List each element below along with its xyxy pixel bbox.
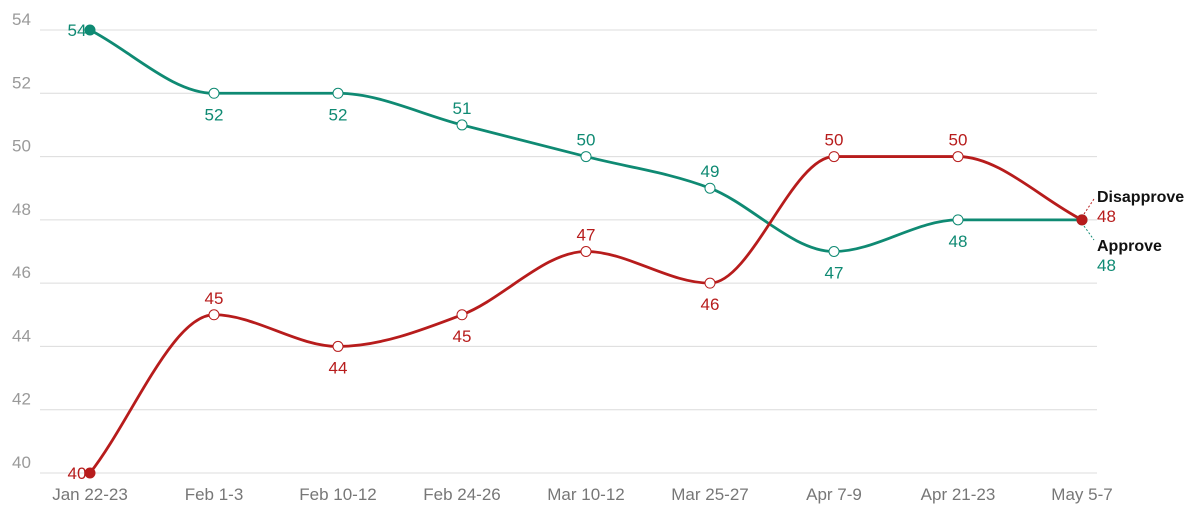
approve-point-7 [952,214,964,226]
disapprove-point-8 [1076,214,1088,226]
disapprove-data-label-3: 45 [453,327,472,346]
x-tick-label-8: May 5-7 [1051,485,1112,504]
x-tick-label-2: Feb 10-12 [299,485,377,504]
disapprove-data-label-1: 45 [205,289,224,308]
disapprove-point-5 [704,277,716,289]
disapprove-data-label-0: 40 [68,464,87,483]
x-tick-label-6: Apr 7-9 [806,485,862,504]
x-tick-label-5: Mar 25-27 [671,485,748,504]
disapprove-point-0 [84,467,96,479]
disapprove-point-2 [332,340,344,352]
x-tick-label-4: Mar 10-12 [547,485,624,504]
disapprove-point-1 [208,309,220,321]
data-labels: 54 52 52 51 50 49 47 48 40 45 44 45 47 46 50 50 [68,21,968,483]
end-labels: Disapprove 48 Approve 48 [1083,189,1184,275]
approve-leader-line [1083,225,1095,241]
approve-data-label-6: 47 [825,264,844,283]
approve-data-label-5: 49 [701,162,720,181]
approve-point-5 [704,182,716,194]
approve-data-label-7: 48 [949,232,968,251]
x-tick-label-3: Feb 24-26 [423,485,501,504]
y-tick-label-44: 44 [12,326,31,345]
approve-data-label-3: 51 [453,99,472,118]
disapprove-line [88,155,1083,474]
y-tick-label-52: 52 [12,73,31,92]
disapprove-data-label-5: 46 [701,295,720,314]
y-tick-label-48: 48 [12,200,31,219]
disapprove-data-label-4: 47 [577,226,596,245]
x-tick-label-1: Feb 1-3 [185,485,244,504]
approve-data-label-4: 50 [577,131,596,150]
approve-point-6 [828,246,840,257]
disapprove-data-label-2: 44 [329,358,348,377]
approve-end-value: 48 [1097,256,1116,275]
approve-data-label-1: 52 [205,105,224,124]
approve-point-4 [580,151,592,163]
approve-data-label-2: 52 [329,105,348,124]
y-tick-label-54: 54 [12,10,31,29]
x-tick-label-7: Apr 21-23 [921,485,996,504]
y-tick-label-50: 50 [12,137,31,156]
x-axis-ticks: Jan 22-23 Feb 1-3 Feb 10-12 Feb 24-26 Mar 10… [52,485,1113,504]
disapprove-point-6 [828,151,840,163]
y-tick-label-42: 42 [12,390,31,409]
y-tick-label-46: 46 [12,263,31,282]
y-axis-ticks: 40 42 44 46 48 50 52 54 [12,10,31,472]
approve-point-2 [332,87,344,99]
disapprove-point-7 [952,151,964,163]
disapprove-end-name: Disapprove [1097,189,1184,206]
disapprove-end-value: 48 [1097,207,1116,226]
gridlines [40,29,1097,474]
approve-point-3 [456,119,468,131]
approve-point-0 [84,24,96,36]
disapprove-data-label-6: 50 [825,131,844,150]
y-tick-label-40: 40 [12,453,31,472]
x-tick-label-0: Jan 22-23 [52,485,128,504]
disapprove-leader-line [1083,198,1095,215]
disapprove-point-3 [456,309,468,321]
approve-point-1 [208,87,220,99]
disapprove-point-4 [580,246,592,257]
approve-end-name: Approve [1097,238,1162,255]
series-points [84,24,1088,479]
approve-data-label-0: 54 [68,21,87,40]
disapprove-data-label-7: 50 [949,131,968,150]
